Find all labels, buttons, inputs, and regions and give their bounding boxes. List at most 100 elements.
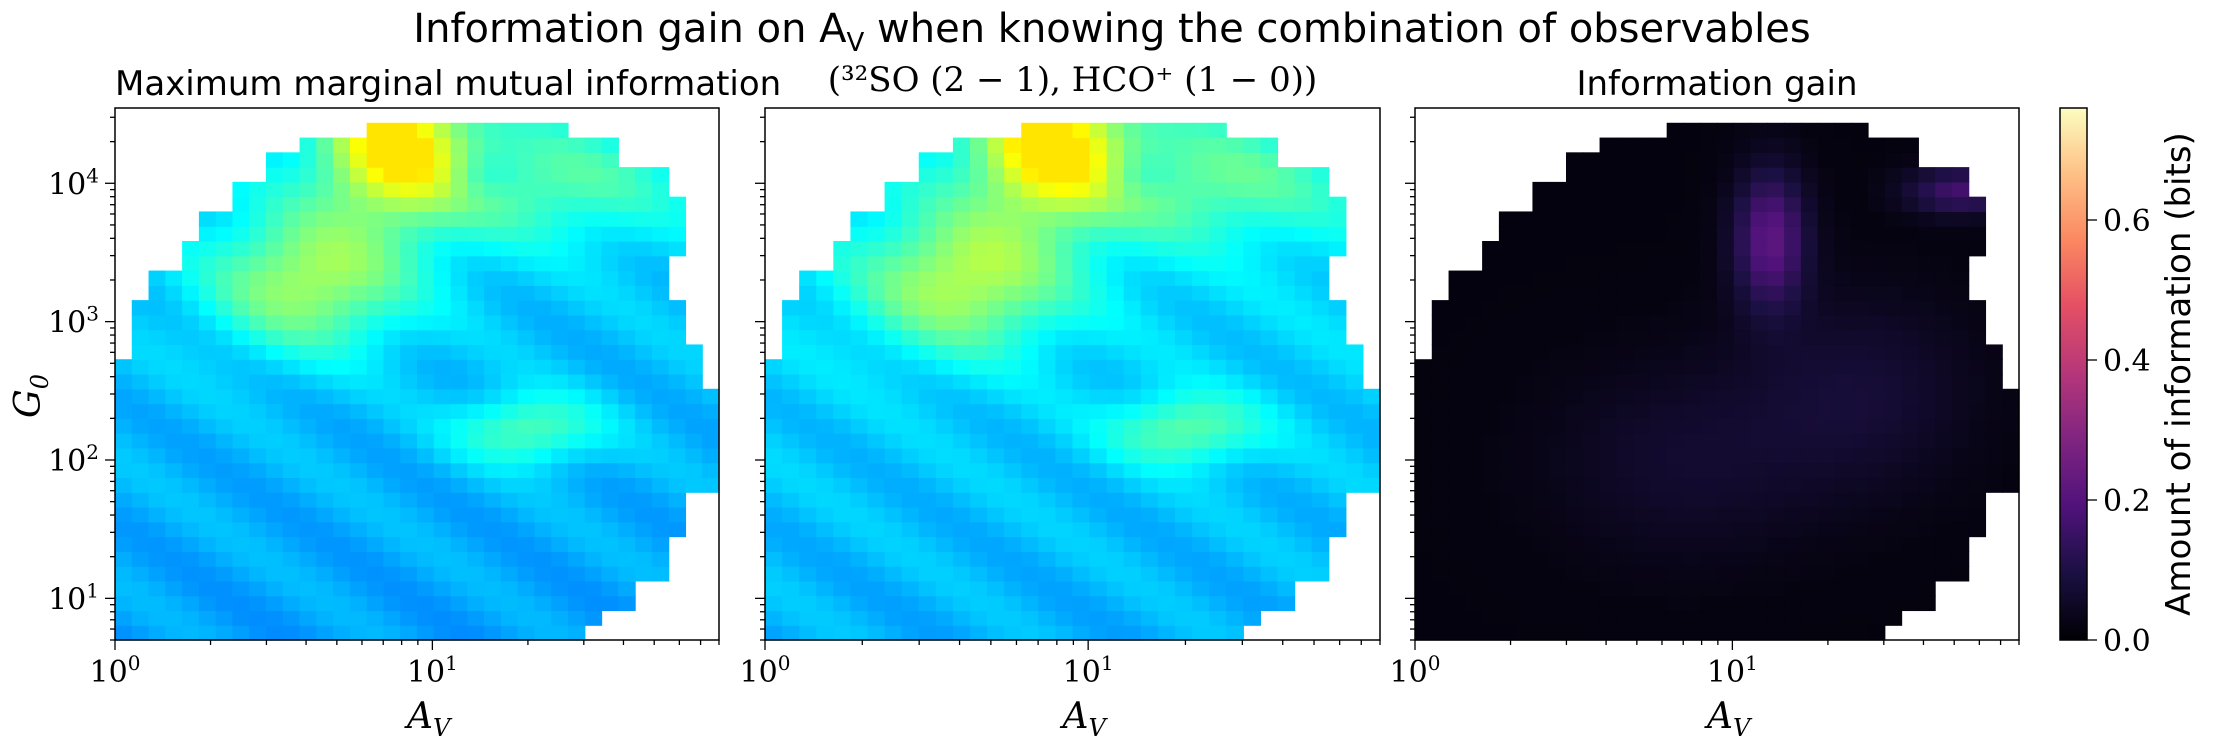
heatmap-cell — [1599, 462, 1617, 479]
heatmap-cell — [299, 610, 317, 626]
heatmap-cell — [551, 255, 569, 272]
heatmap-cell — [1549, 625, 1567, 641]
heatmap-cell — [484, 211, 502, 227]
heatmap-cell — [366, 595, 385, 612]
heatmap-cell — [1482, 374, 1500, 390]
heatmap-cell — [1951, 462, 1970, 479]
heatmap-cell — [1918, 403, 1936, 419]
heatmap-cell — [484, 344, 502, 360]
heatmap-cell — [165, 462, 183, 479]
heatmap-cell — [952, 300, 971, 316]
heatmap-cell — [1277, 521, 1296, 538]
heatmap-cell — [349, 521, 368, 538]
heatmap-cell — [1311, 285, 1330, 301]
heatmap-cell — [1277, 196, 1296, 213]
heatmap-cell — [433, 344, 452, 360]
heatmap-cell — [534, 462, 552, 479]
heatmap-cell — [833, 580, 852, 597]
heatmap-cell — [1055, 403, 1074, 419]
heatmap-cell — [884, 492, 903, 508]
heatmap-cell — [1767, 388, 1785, 405]
heatmap-cell — [1072, 270, 1091, 286]
heatmap-cell — [467, 536, 485, 552]
heatmap-cell — [1784, 122, 1802, 139]
heatmap-cell — [1532, 359, 1550, 375]
heatmap-cell — [1140, 551, 1159, 567]
heatmap-cell — [1750, 521, 1768, 538]
heatmap-cell — [1868, 167, 1886, 183]
heatmap-cell — [1482, 580, 1500, 597]
heatmap-cell — [333, 610, 351, 626]
heatmap-cell — [1072, 477, 1091, 493]
heatmap-cell — [584, 418, 603, 434]
heatmap-cell — [1616, 329, 1634, 346]
heatmap-cell — [266, 181, 284, 198]
heatmap-cell — [1767, 536, 1785, 552]
heatmap-cell — [215, 270, 234, 286]
heatmap-cell — [1021, 388, 1039, 405]
heatmap-cell — [1599, 285, 1617, 301]
heatmap-cell — [1021, 314, 1039, 331]
heatmap-cell — [1834, 255, 1852, 272]
heatmap-cell — [867, 477, 886, 493]
heatmap-cell — [601, 536, 619, 552]
heatmap-cell — [1683, 241, 1701, 257]
heatmap-cell — [232, 374, 250, 390]
heatmap-cell — [1868, 403, 1886, 419]
heatmap-cell — [1884, 359, 1903, 375]
heatmap-cell — [1277, 595, 1296, 612]
heatmap-cell — [1431, 566, 1450, 582]
heatmap-cell — [551, 521, 569, 538]
heatmap-cell — [1901, 447, 1919, 464]
heatmap-cell — [1123, 507, 1142, 523]
heatmap-cell — [601, 477, 619, 493]
heatmap-cell — [467, 270, 485, 286]
heatmap-cell — [1532, 226, 1550, 242]
heatmap-cell — [1038, 122, 1057, 139]
heatmap-cell — [1294, 536, 1313, 552]
heatmap-cell — [1951, 241, 1970, 257]
heatmap-cell — [400, 211, 418, 227]
heatmap-cell — [1868, 447, 1886, 464]
heatmap-cell — [1884, 241, 1903, 257]
heatmap-cell — [782, 314, 800, 331]
heatmap-cell — [601, 167, 619, 183]
heatmap-cell — [987, 625, 1005, 641]
heatmap-cell — [215, 255, 234, 272]
heatmap-cell — [1123, 625, 1142, 641]
heatmap-cell — [1834, 492, 1852, 508]
heatmap-cell — [1089, 241, 1108, 257]
heatmap-cell — [400, 255, 418, 272]
x-tick-label: 100 — [90, 651, 141, 690]
heatmap-cell — [1700, 507, 1718, 523]
heatmap-cell — [1140, 447, 1159, 464]
heatmap-cell — [232, 329, 250, 346]
heatmap-cell — [833, 255, 852, 272]
heatmap-cell — [668, 211, 687, 227]
heatmap-cell — [816, 477, 834, 493]
heatmap-cell — [1566, 507, 1584, 523]
heatmap-cell — [1700, 181, 1718, 198]
heatmap-cell — [500, 152, 519, 168]
heatmap-cell — [400, 492, 418, 508]
heatmap-cell — [232, 196, 250, 213]
heatmap-cell — [1277, 270, 1296, 286]
heatmap-cell — [1226, 137, 1244, 153]
heatmap-cell — [1226, 167, 1244, 183]
heatmap-cell — [1515, 477, 1534, 493]
heatmap-cell — [1004, 388, 1022, 405]
heatmap-cell — [467, 403, 485, 419]
heatmap-cell — [433, 255, 452, 272]
heatmap-cell — [1209, 167, 1227, 183]
heatmap-cell — [1817, 270, 1836, 286]
heatmap-cell — [1968, 359, 1987, 375]
heatmap-cell — [952, 196, 971, 213]
heatmap-cell — [383, 167, 401, 183]
heatmap-cell — [1226, 285, 1244, 301]
heatmap-cell — [765, 359, 783, 375]
heatmap-cell — [1515, 211, 1534, 227]
heatmap-cell — [935, 255, 954, 272]
heatmap-cell — [1616, 255, 1634, 272]
heatmap-cell — [534, 566, 552, 582]
heatmap-cell — [1055, 580, 1074, 597]
